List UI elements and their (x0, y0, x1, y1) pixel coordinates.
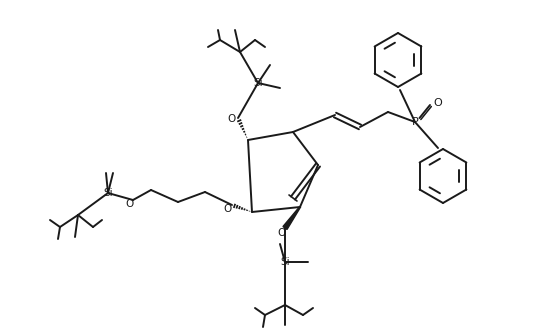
Text: O: O (228, 114, 236, 124)
Text: Si: Si (253, 78, 263, 88)
Text: Si: Si (280, 257, 290, 267)
Text: Si: Si (103, 188, 113, 198)
Polygon shape (283, 207, 300, 229)
Text: O: O (224, 204, 232, 214)
Text: P: P (412, 117, 419, 127)
Text: O: O (125, 199, 133, 209)
Text: O: O (434, 98, 442, 108)
Text: O: O (277, 228, 285, 238)
